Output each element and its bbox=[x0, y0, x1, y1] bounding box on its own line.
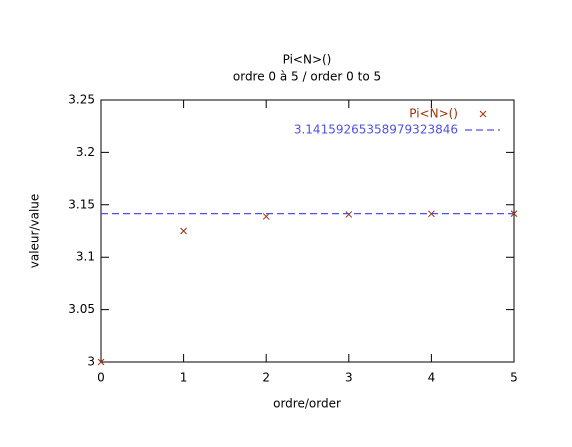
y-tick-label: 3.2 bbox=[76, 145, 95, 159]
y-tick-label: 3.15 bbox=[68, 197, 95, 211]
plot-frame bbox=[100, 99, 515, 363]
legend-marker bbox=[479, 110, 487, 118]
point bbox=[180, 227, 187, 235]
y-tick-label: 3.05 bbox=[68, 302, 95, 316]
y-axis-label: valeur/value bbox=[28, 194, 42, 269]
x-axis-label: ordre/order bbox=[273, 397, 341, 411]
x-tick-label: 0 bbox=[97, 371, 105, 385]
point bbox=[345, 211, 353, 218]
point bbox=[97, 358, 105, 366]
x-tick-label: 3 bbox=[345, 371, 353, 385]
y-tick-label: 3.1 bbox=[76, 250, 95, 264]
x-tick-label: 2 bbox=[262, 371, 270, 385]
y-tick-label: 3 bbox=[87, 355, 95, 369]
legend-label: Pi<N>() bbox=[409, 107, 458, 121]
x-tick-label: 4 bbox=[428, 371, 436, 385]
y-tick-label: 3.25 bbox=[68, 93, 95, 107]
chart-subtitle: ordre 0 à 5 / order 0 to 5 bbox=[233, 70, 381, 84]
x-tick-label: 5 bbox=[510, 371, 518, 385]
legend-label: 3.14159265358979323846 bbox=[294, 123, 458, 137]
point bbox=[262, 213, 270, 220]
x-tick-label: 1 bbox=[180, 371, 188, 385]
chart-title: Pi<N>() bbox=[283, 53, 332, 67]
